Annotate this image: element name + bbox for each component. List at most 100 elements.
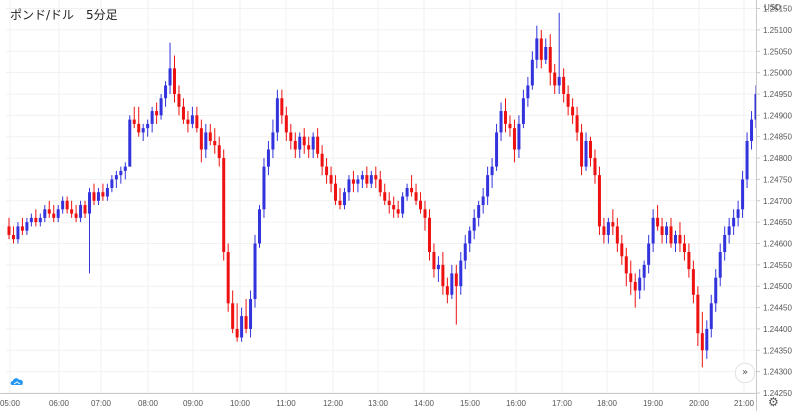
candle-body [356,179,360,184]
candle-body [186,119,190,124]
candle-body [687,252,691,270]
candles [7,12,758,368]
candle [410,175,414,197]
candle-body [208,132,212,141]
candle [334,175,338,206]
candle [490,158,494,188]
candle [615,217,619,253]
price-tick-label: 1.24900 [763,111,792,120]
candle [718,243,722,287]
candle-body [490,166,494,176]
candle [714,269,718,312]
candle [736,200,740,227]
candle-body [709,303,713,329]
candle-body [624,256,628,274]
candle-body [584,140,588,167]
price-tick-label: 1.24650 [763,218,792,227]
price-tick-label: 1.24300 [763,368,792,377]
candle [481,187,485,214]
candle-body [351,179,355,184]
candle-body [593,158,597,176]
candle [199,119,203,163]
candle-body [105,187,109,197]
candle [329,166,333,193]
time-tick-label: 17:00 [552,399,573,408]
candle [262,158,266,218]
price-tick-label: 1.25150 [763,5,792,14]
candle [137,106,141,137]
scroll-to-latest-button[interactable]: » [735,363,755,383]
candle [450,264,454,300]
candle-body [334,183,338,201]
candle-body [360,175,364,180]
candle-body [25,222,29,231]
candle-body [472,217,476,231]
candle [132,106,136,129]
candle [52,205,56,223]
candle [70,200,74,218]
candle-body [673,234,677,244]
price-axis[interactable]: 1.25150 1.25100 1.25050 1.25000 1.24950 1.249… [756,0,800,411]
candle-body [240,316,244,338]
candle [495,123,499,171]
candle [29,213,33,227]
candle-body [132,119,136,124]
time-tick-label: 09:00 [183,399,204,408]
candle-body [284,115,288,133]
candle [562,68,566,103]
time-axis[interactable]: 05:00 06:00 07:00 08:00 09:00 10:00 11:00 12:00… [0,393,756,409]
candle [325,158,329,184]
candle [611,209,615,235]
candle [356,175,360,193]
candle-body [378,179,382,193]
candle [427,209,431,261]
candle-body [365,175,369,184]
candle-body [432,252,436,270]
candle-body [544,46,548,60]
candle [168,42,172,94]
candle-body [562,76,566,94]
candle-body [615,226,619,244]
candle-body [678,234,682,244]
candle [43,205,47,223]
candle [253,234,257,308]
candle [204,123,208,159]
candle-body [316,136,320,154]
candle [732,209,736,235]
candle [378,170,382,197]
candle [146,119,150,137]
candle-body [396,209,400,214]
price-axis-background [756,0,800,411]
candle [222,149,226,261]
candle-body [736,209,740,218]
candle [159,93,163,120]
tradingview-logo-icon[interactable] [10,374,24,392]
candle-body [741,179,745,210]
candle-body [535,38,539,60]
price-tick-label: 1.24750 [763,175,792,184]
candle [249,290,253,338]
candle [284,106,288,141]
candle-body [249,299,253,329]
candle-body [155,111,159,116]
candle [105,183,109,201]
candle [257,205,261,248]
candle-body [159,98,163,116]
candle [642,260,646,291]
candle [374,166,378,188]
candle-body [445,286,449,295]
candle-body [553,72,557,86]
candle-body [660,226,664,235]
candle-body [56,209,60,218]
candle [235,303,239,342]
candle [656,205,660,231]
candle [347,175,351,201]
candle [190,106,194,129]
candle [705,320,709,359]
candle-body [633,281,637,291]
candle-body [495,132,499,167]
candle [271,119,275,159]
time-tick-label: 19:00 [643,399,664,408]
settings-gear-icon[interactable]: ⚙ [768,395,779,409]
